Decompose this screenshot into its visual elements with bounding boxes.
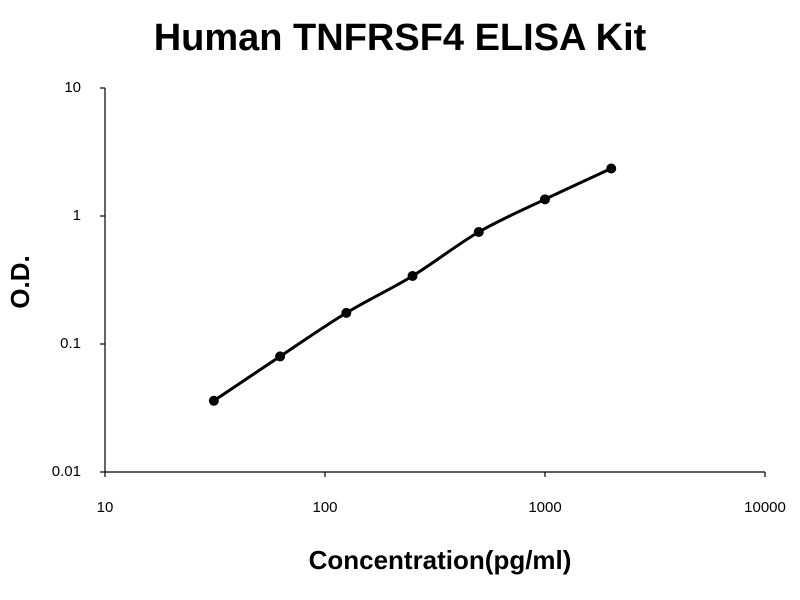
x-tick-label: 10000 (744, 499, 786, 516)
y-tick-label: 10 (64, 79, 81, 96)
y-tick-label: 0.1 (60, 335, 81, 352)
y-axis-label: O.D. (5, 255, 35, 308)
point (473, 226, 484, 237)
y-tick-label: 1 (73, 207, 81, 224)
point (275, 351, 286, 362)
point (606, 163, 617, 174)
curve (213, 167, 612, 403)
point (540, 194, 550, 205)
point (341, 307, 352, 318)
x-tick-label: 1000 (528, 499, 561, 516)
chart-title: Human TNFRSF4 ELISA Kit (154, 17, 647, 59)
point (208, 395, 219, 406)
x-tick-label: 10 (97, 499, 114, 516)
y-tick-label: 0.01 (52, 463, 81, 480)
x-axis-label: Concentration(pg/ml) (309, 545, 572, 575)
point (407, 270, 418, 281)
x-tick-label: 100 (312, 499, 337, 516)
